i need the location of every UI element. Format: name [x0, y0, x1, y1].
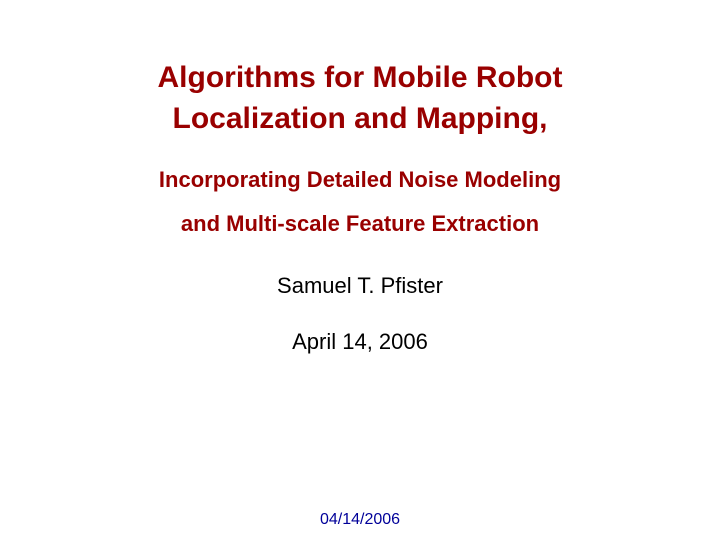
presentation-date: April 14, 2006: [292, 329, 428, 355]
subtitle-line-1: Incorporating Detailed Noise Modeling: [159, 167, 561, 193]
title-line-1: Algorithms for Mobile Robot: [158, 58, 563, 99]
title-line-2: Localization and Mapping,: [173, 99, 548, 140]
slide: Algorithms for Mobile Robot Localization…: [0, 0, 720, 557]
author: Samuel T. Pfister: [277, 273, 443, 299]
footer-date: 04/14/2006: [0, 511, 720, 529]
subtitle-line-2: and Multi-scale Feature Extraction: [181, 211, 539, 237]
